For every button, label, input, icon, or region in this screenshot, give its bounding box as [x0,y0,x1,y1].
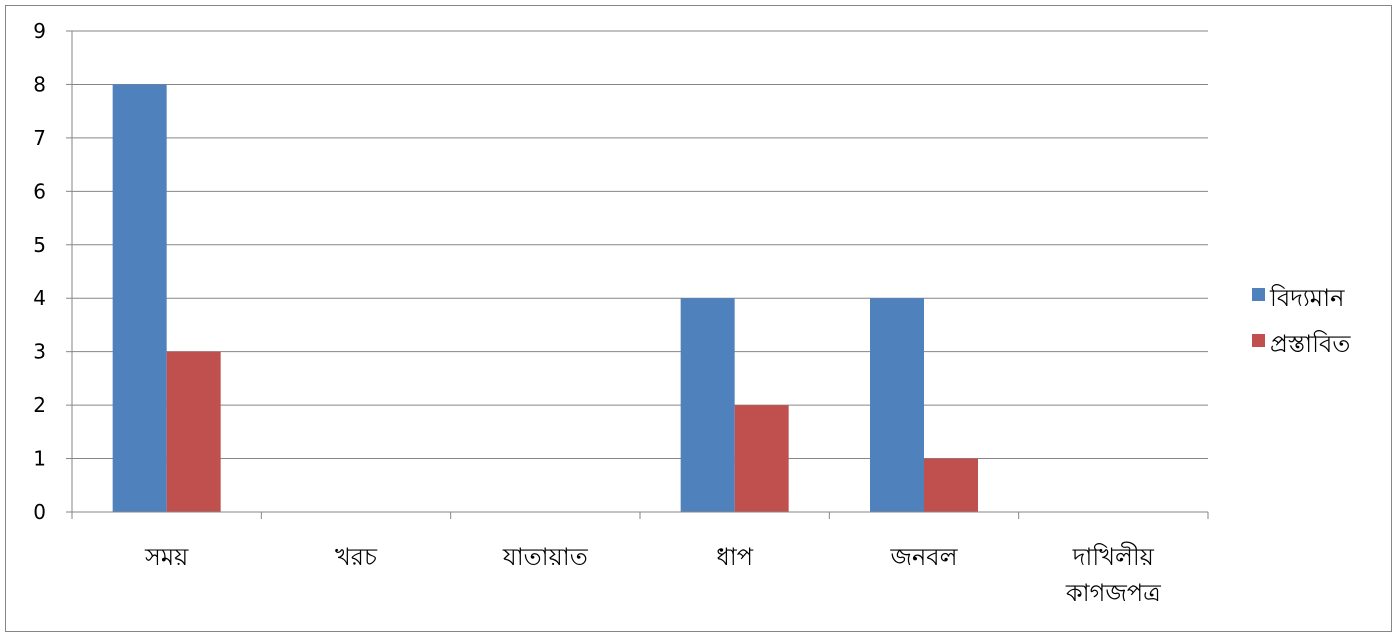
x-category-label: দাখিলীয় কাগজপত্র [1065,542,1161,607]
y-tick-label: 7 [33,126,46,150]
x-category-label-line: কাগজপত্র [1065,579,1161,607]
y-tick-label: 4 [33,286,46,310]
legend-label: বিদ্যমান [1269,284,1345,312]
gridlines [72,30,1208,460]
x-category-label-line: সময় [144,543,189,571]
y-tick-label: 0 [33,500,46,524]
x-category-label: ধাপ [716,543,753,571]
y-tick-label: 6 [33,179,46,203]
axes [66,30,1209,519]
x-category-label-line: ধাপ [716,543,753,571]
bar [112,84,167,512]
x-category-label: সময় [144,543,189,571]
y-tick-label: 1 [33,447,46,471]
bar [734,405,789,512]
bar [166,351,221,512]
axis-labels: 0 1 2 3 4 5 6 7 8 9 সময় খরচ যাতায়াত ধাপ জনবল দাখিলীয়… [33,19,1161,607]
bar [680,298,735,512]
y-tick-label: 2 [33,393,46,417]
y-tick-label: 9 [33,19,46,43]
x-category-label-line: যাতায়াত [502,543,589,571]
y-tick-label: 8 [33,72,46,96]
bar [924,458,978,512]
bars [112,84,978,512]
bar [870,298,924,512]
x-category-label-line: খরচ [335,543,378,571]
legend: বিদ্যমান প্রস্তাবিত [1252,284,1351,358]
x-category-label: খরচ [335,543,378,571]
y-tick-label: 5 [33,233,46,257]
x-category-label: জনবল [889,543,958,571]
legend-swatch [1252,288,1265,301]
y-tick-label: 3 [33,340,46,364]
x-category-label: যাতায়াত [502,543,589,571]
x-category-label-line: জনবল [889,543,958,571]
x-category-label-line: দাখিলীয় [1072,542,1155,571]
legend-swatch [1252,334,1265,347]
legend-label: প্রস্তাবিত [1270,330,1351,358]
